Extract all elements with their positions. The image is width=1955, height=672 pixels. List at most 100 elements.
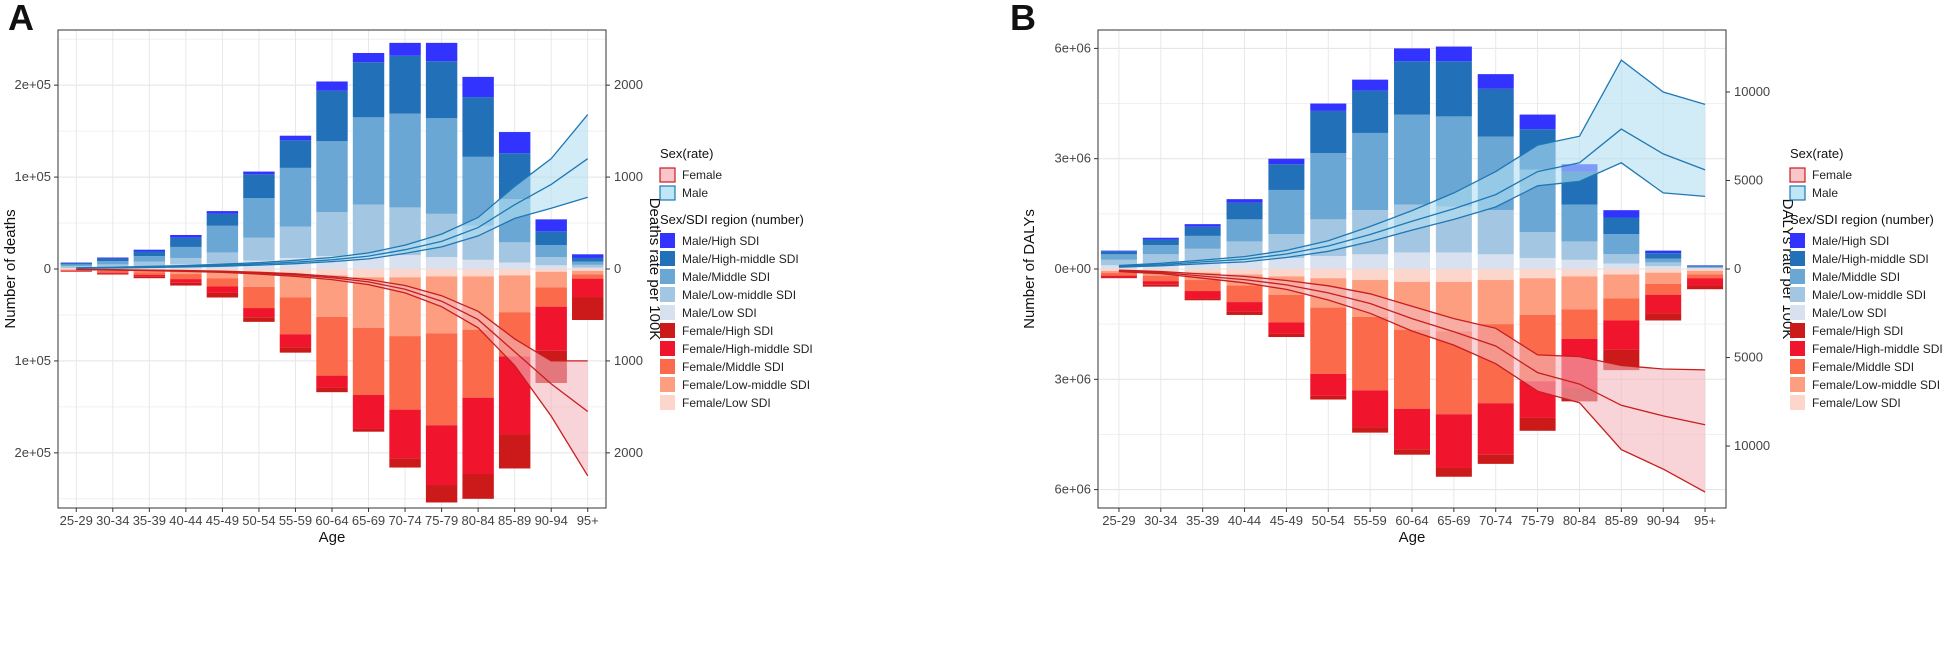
y2-tick-label: 0 (614, 261, 621, 276)
bar-male-low-sdi-90-94 (535, 265, 567, 269)
panel-letter: B (1010, 0, 1036, 38)
bar-female-low-middle-sdi-45-49 (206, 271, 239, 279)
bar-male-high-middle-sdi-55-59 (279, 140, 312, 168)
bar-male-low-sdi-80-84 (462, 259, 494, 269)
bar-female-high-sdi-80-84 (462, 473, 494, 499)
bar-male-high-sdi-50-54 (1310, 103, 1347, 111)
bar-male-high-middle-sdi-70-74 (389, 55, 421, 114)
bar-male-high-middle-sdi-35-39 (1184, 226, 1221, 236)
x-tick-label: 40-44 (169, 513, 202, 528)
x-tick-label: 55-59 (279, 513, 312, 528)
bar-female-low-middle-sdi-90-94 (535, 271, 567, 288)
bar-male-low-sdi-50-54 (1310, 256, 1347, 269)
bar-male-middle-sdi-75-79 (425, 118, 458, 214)
bar-male-high-middle-sdi-60-64 (316, 90, 348, 142)
bar-female-low-sdi-80-84 (1561, 269, 1598, 277)
legend-label-number: Female/Middle SDI (1812, 360, 1914, 374)
bar-male-low-middle-sdi-35-39 (1184, 248, 1221, 262)
bar-female-middle-sdi-95+ (572, 274, 604, 279)
bar-male-high-middle-sdi-25-29 (60, 263, 92, 265)
legend-label-number: Female/Low SDI (682, 396, 771, 410)
bar-male-middle-sdi-35-39 (133, 256, 166, 262)
bar-female-middle-sdi-75-79 (425, 333, 458, 426)
bar-female-middle-sdi-60-64 (1393, 329, 1431, 409)
bar-male-middle-sdi-60-64 (1393, 114, 1431, 205)
x-tick-label: 60-64 (315, 513, 348, 528)
bar-male-high-sdi-70-74 (1477, 74, 1514, 89)
legend-swatch-male-low-sdi (1790, 305, 1805, 320)
bar-male-high-middle-sdi-30-34 (1142, 239, 1179, 246)
bar-male-low-sdi-85-89 (1603, 263, 1640, 269)
y-tick-label: 1e+05 (14, 169, 51, 184)
bar-male-high-sdi-30-34 (1142, 237, 1179, 240)
legend-label-number: Female/Low-middle SDI (682, 378, 810, 392)
bar-female-low-sdi-90-94 (535, 269, 567, 272)
bar-female-high-middle-sdi-45-49 (1268, 322, 1305, 334)
bar-male-middle-sdi-40-44 (1226, 219, 1263, 242)
bar-male-high-sdi-40-44 (170, 234, 202, 238)
x-tick-label: 85-89 (498, 513, 531, 528)
bar-male-middle-sdi-25-29 (1100, 254, 1137, 260)
bar-female-high-sdi-65-69 (1435, 467, 1472, 477)
bar-female-low-sdi-85-89 (498, 269, 531, 276)
y2-tick-label: 2000 (614, 445, 643, 460)
bar-female-high-sdi-55-59 (1352, 427, 1389, 433)
x-tick-label: 25-29 (1102, 513, 1135, 528)
bar-female-low-sdi-90-94 (1645, 269, 1682, 273)
legend-label-number: Female/Middle SDI (682, 360, 784, 374)
legend-label-rate: Female (682, 168, 722, 182)
bar-male-low-sdi-70-74 (1477, 254, 1514, 269)
bar-male-middle-sdi-65-69 (352, 117, 385, 205)
bar-male-low-sdi-90-94 (1645, 266, 1682, 269)
y-tick-label: 3e+06 (1054, 371, 1091, 386)
x-tick-label: 35-39 (133, 513, 166, 528)
x-tick-label: 95+ (1694, 513, 1716, 528)
legend-label-number: Male/High SDI (682, 234, 759, 248)
bar-female-middle-sdi-45-49 (1268, 294, 1305, 323)
bar-male-low-middle-sdi-85-89 (1603, 254, 1640, 264)
legend-label-number: Male/High-middle SDI (1812, 252, 1929, 266)
bar-male-low-middle-sdi-60-64 (316, 212, 348, 257)
x-tick-label: 90-94 (535, 513, 568, 528)
bar-male-middle-sdi-60-64 (316, 141, 348, 213)
bar-female-low-middle-sdi-80-84 (1561, 276, 1598, 310)
legend-label-number: Female/Low SDI (1812, 396, 1901, 410)
bar-male-high-middle-sdi-40-44 (1226, 202, 1263, 220)
bar-female-high-middle-sdi-45-49 (206, 286, 239, 293)
bar-male-low-sdi-25-29 (60, 268, 92, 269)
x-tick-label: 70-74 (388, 513, 421, 528)
legend-swatch-male-low-sdi (660, 305, 675, 320)
bar-male-low-sdi-70-74 (389, 255, 421, 269)
x-tick-label: 75-79 (425, 513, 458, 528)
bar-female-high-sdi-70-74 (1477, 454, 1514, 464)
bar-female-high-middle-sdi-95+ (572, 278, 604, 298)
bar-female-high-sdi-75-79 (1519, 417, 1556, 431)
bar-female-high-sdi-75-79 (425, 485, 458, 503)
legend-label-rate: Female (1812, 168, 1852, 182)
legend-label-rate: Male (1812, 186, 1838, 200)
bar-female-high-sdi-40-44 (1226, 311, 1263, 315)
bar-female-high-sdi-95+ (1687, 285, 1724, 290)
bar-male-high-sdi-60-64 (316, 81, 348, 91)
bar-male-middle-sdi-70-74 (389, 113, 421, 208)
bar-male-high-middle-sdi-65-69 (352, 62, 385, 118)
bar-female-middle-sdi-30-34 (97, 270, 129, 273)
bar-male-high-sdi-45-49 (206, 211, 239, 214)
x-tick-label: 55-59 (1354, 513, 1387, 528)
bar-male-high-sdi-95+ (572, 254, 604, 258)
legend-label-number: Female/High SDI (682, 324, 773, 338)
y-axis-title: Number of deaths (2, 209, 19, 328)
bar-female-low-sdi-70-74 (389, 269, 421, 278)
x-tick-label: 30-34 (1144, 513, 1177, 528)
rate-line-male-lower (1118, 162, 1706, 268)
bar-male-high-middle-sdi-70-74 (1477, 88, 1514, 137)
legend-swatch-male-high-middle-sdi (660, 251, 675, 266)
y2-tick-label: 2000 (614, 77, 643, 92)
bar-female-low-sdi-75-79 (1519, 269, 1556, 279)
legend-swatch-female-middle-sdi (1790, 359, 1805, 374)
bar-male-middle-sdi-55-59 (1352, 132, 1389, 211)
bar-female-low-sdi-55-59 (279, 269, 312, 275)
bar-female-middle-sdi-40-44 (1226, 285, 1263, 303)
bar-female-middle-sdi-90-94 (1645, 283, 1682, 295)
legend-swatch-female-low-sdi (1790, 395, 1805, 410)
